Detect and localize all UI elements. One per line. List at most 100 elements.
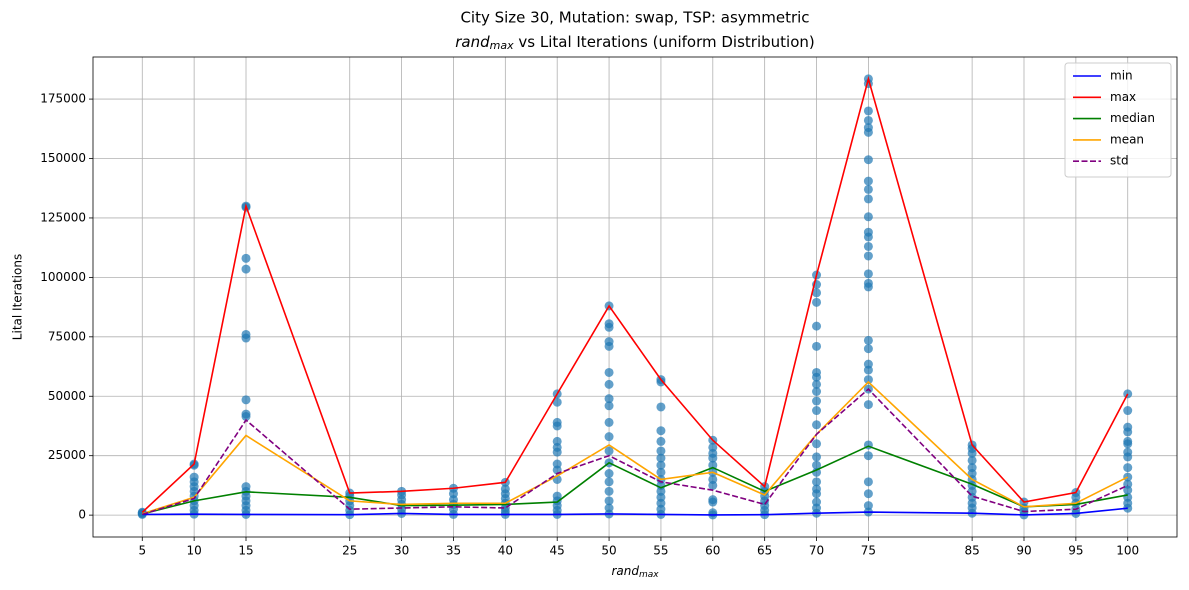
data-point bbox=[812, 297, 822, 307]
data-point bbox=[812, 439, 822, 449]
chart-subtitle: randmax vs Lital Iterations (uniform Dis… bbox=[455, 33, 814, 53]
data-point bbox=[604, 379, 614, 389]
data-point bbox=[812, 406, 822, 416]
data-point bbox=[1123, 479, 1133, 489]
data-point bbox=[708, 495, 718, 505]
legend-box bbox=[1064, 62, 1172, 178]
data-point bbox=[241, 264, 251, 274]
subtitle-base: rand bbox=[455, 33, 490, 51]
x-tick-label: 75 bbox=[861, 544, 876, 558]
data-point bbox=[812, 484, 822, 494]
data-point bbox=[812, 341, 822, 351]
data-point bbox=[552, 436, 562, 446]
x-tick-label: 55 bbox=[653, 544, 668, 558]
data-point bbox=[863, 477, 873, 487]
data-point bbox=[1123, 406, 1133, 416]
x-tick-label: 70 bbox=[809, 544, 824, 558]
x-tick-label: 85 bbox=[964, 544, 979, 558]
data-point bbox=[656, 467, 666, 477]
x-tick-label: 15 bbox=[238, 544, 253, 558]
data-point bbox=[656, 436, 666, 446]
data-point bbox=[863, 212, 873, 222]
y-tick-label: 125000 bbox=[40, 210, 86, 224]
data-point bbox=[500, 484, 510, 494]
data-point bbox=[863, 251, 873, 261]
data-point bbox=[1123, 447, 1133, 457]
data-point bbox=[604, 469, 614, 479]
data-point bbox=[241, 409, 251, 419]
data-point bbox=[863, 501, 873, 511]
data-point bbox=[812, 321, 822, 331]
data-point bbox=[812, 396, 822, 406]
x-label-base: rand bbox=[611, 564, 639, 578]
data-point bbox=[812, 460, 822, 470]
data-point bbox=[863, 184, 873, 194]
subtitle-sub: max bbox=[490, 39, 514, 52]
x-tick-label: 90 bbox=[1016, 544, 1031, 558]
data-point bbox=[863, 344, 873, 354]
data-point bbox=[967, 455, 977, 465]
plot-frame bbox=[92, 56, 1178, 538]
x-tick-label: 5 bbox=[138, 544, 146, 558]
data-point bbox=[1123, 463, 1133, 473]
data-point bbox=[863, 375, 873, 385]
data-point bbox=[863, 194, 873, 204]
y-tick-label: 50000 bbox=[48, 389, 86, 403]
data-point bbox=[812, 367, 822, 377]
data-point bbox=[812, 497, 822, 507]
y-tick-label: 25000 bbox=[48, 448, 86, 462]
data-point bbox=[863, 106, 873, 116]
data-point bbox=[812, 387, 822, 397]
data-point bbox=[708, 442, 718, 452]
data-point bbox=[863, 451, 873, 461]
data-point bbox=[604, 446, 614, 456]
data-point bbox=[189, 472, 199, 482]
legend-label: min bbox=[1110, 69, 1133, 83]
x-tick-label: 35 bbox=[446, 544, 461, 558]
data-point bbox=[604, 337, 614, 347]
series-line bbox=[142, 380, 1129, 515]
data-point bbox=[812, 420, 822, 430]
data-point bbox=[552, 417, 562, 427]
data-point bbox=[241, 395, 251, 405]
data-point bbox=[863, 269, 873, 279]
x-tick-label: 60 bbox=[705, 544, 720, 558]
data-point bbox=[967, 463, 977, 473]
data-point bbox=[863, 489, 873, 499]
x-tick-label: 45 bbox=[550, 544, 565, 558]
data-point bbox=[863, 400, 873, 410]
x-tick-label: 10 bbox=[186, 544, 201, 558]
data-point bbox=[552, 397, 562, 407]
data-point bbox=[812, 288, 822, 298]
data-point bbox=[604, 477, 614, 487]
data-point bbox=[604, 319, 614, 329]
data-point bbox=[863, 227, 873, 237]
x-tick-label: 50 bbox=[601, 544, 616, 558]
legend-label: mean bbox=[1110, 132, 1144, 146]
data-point bbox=[604, 503, 614, 513]
series-line bbox=[141, 75, 1129, 513]
data-point bbox=[604, 432, 614, 442]
y-tick-label: 175000 bbox=[40, 92, 86, 106]
data-point bbox=[656, 453, 666, 463]
x-tick-label: 40 bbox=[498, 544, 513, 558]
legend-label: max bbox=[1110, 90, 1136, 104]
x-tick-label: 100 bbox=[1116, 544, 1139, 558]
data-point bbox=[812, 452, 822, 462]
data-point bbox=[656, 446, 666, 456]
data-point bbox=[241, 253, 251, 263]
data-point bbox=[812, 379, 822, 389]
data-point bbox=[863, 335, 873, 345]
data-point bbox=[863, 278, 873, 288]
data-point bbox=[241, 329, 251, 339]
series-line bbox=[142, 388, 1129, 516]
data-point bbox=[552, 491, 562, 501]
y-tick-label: 100000 bbox=[40, 270, 86, 284]
subtitle-rest: vs Lital Iterations (uniform Distributio… bbox=[514, 33, 815, 51]
data-point bbox=[863, 115, 873, 125]
x-axis-label: randmax bbox=[611, 564, 659, 580]
data-point bbox=[552, 459, 562, 469]
data-point bbox=[656, 460, 666, 470]
data-point bbox=[604, 394, 614, 404]
